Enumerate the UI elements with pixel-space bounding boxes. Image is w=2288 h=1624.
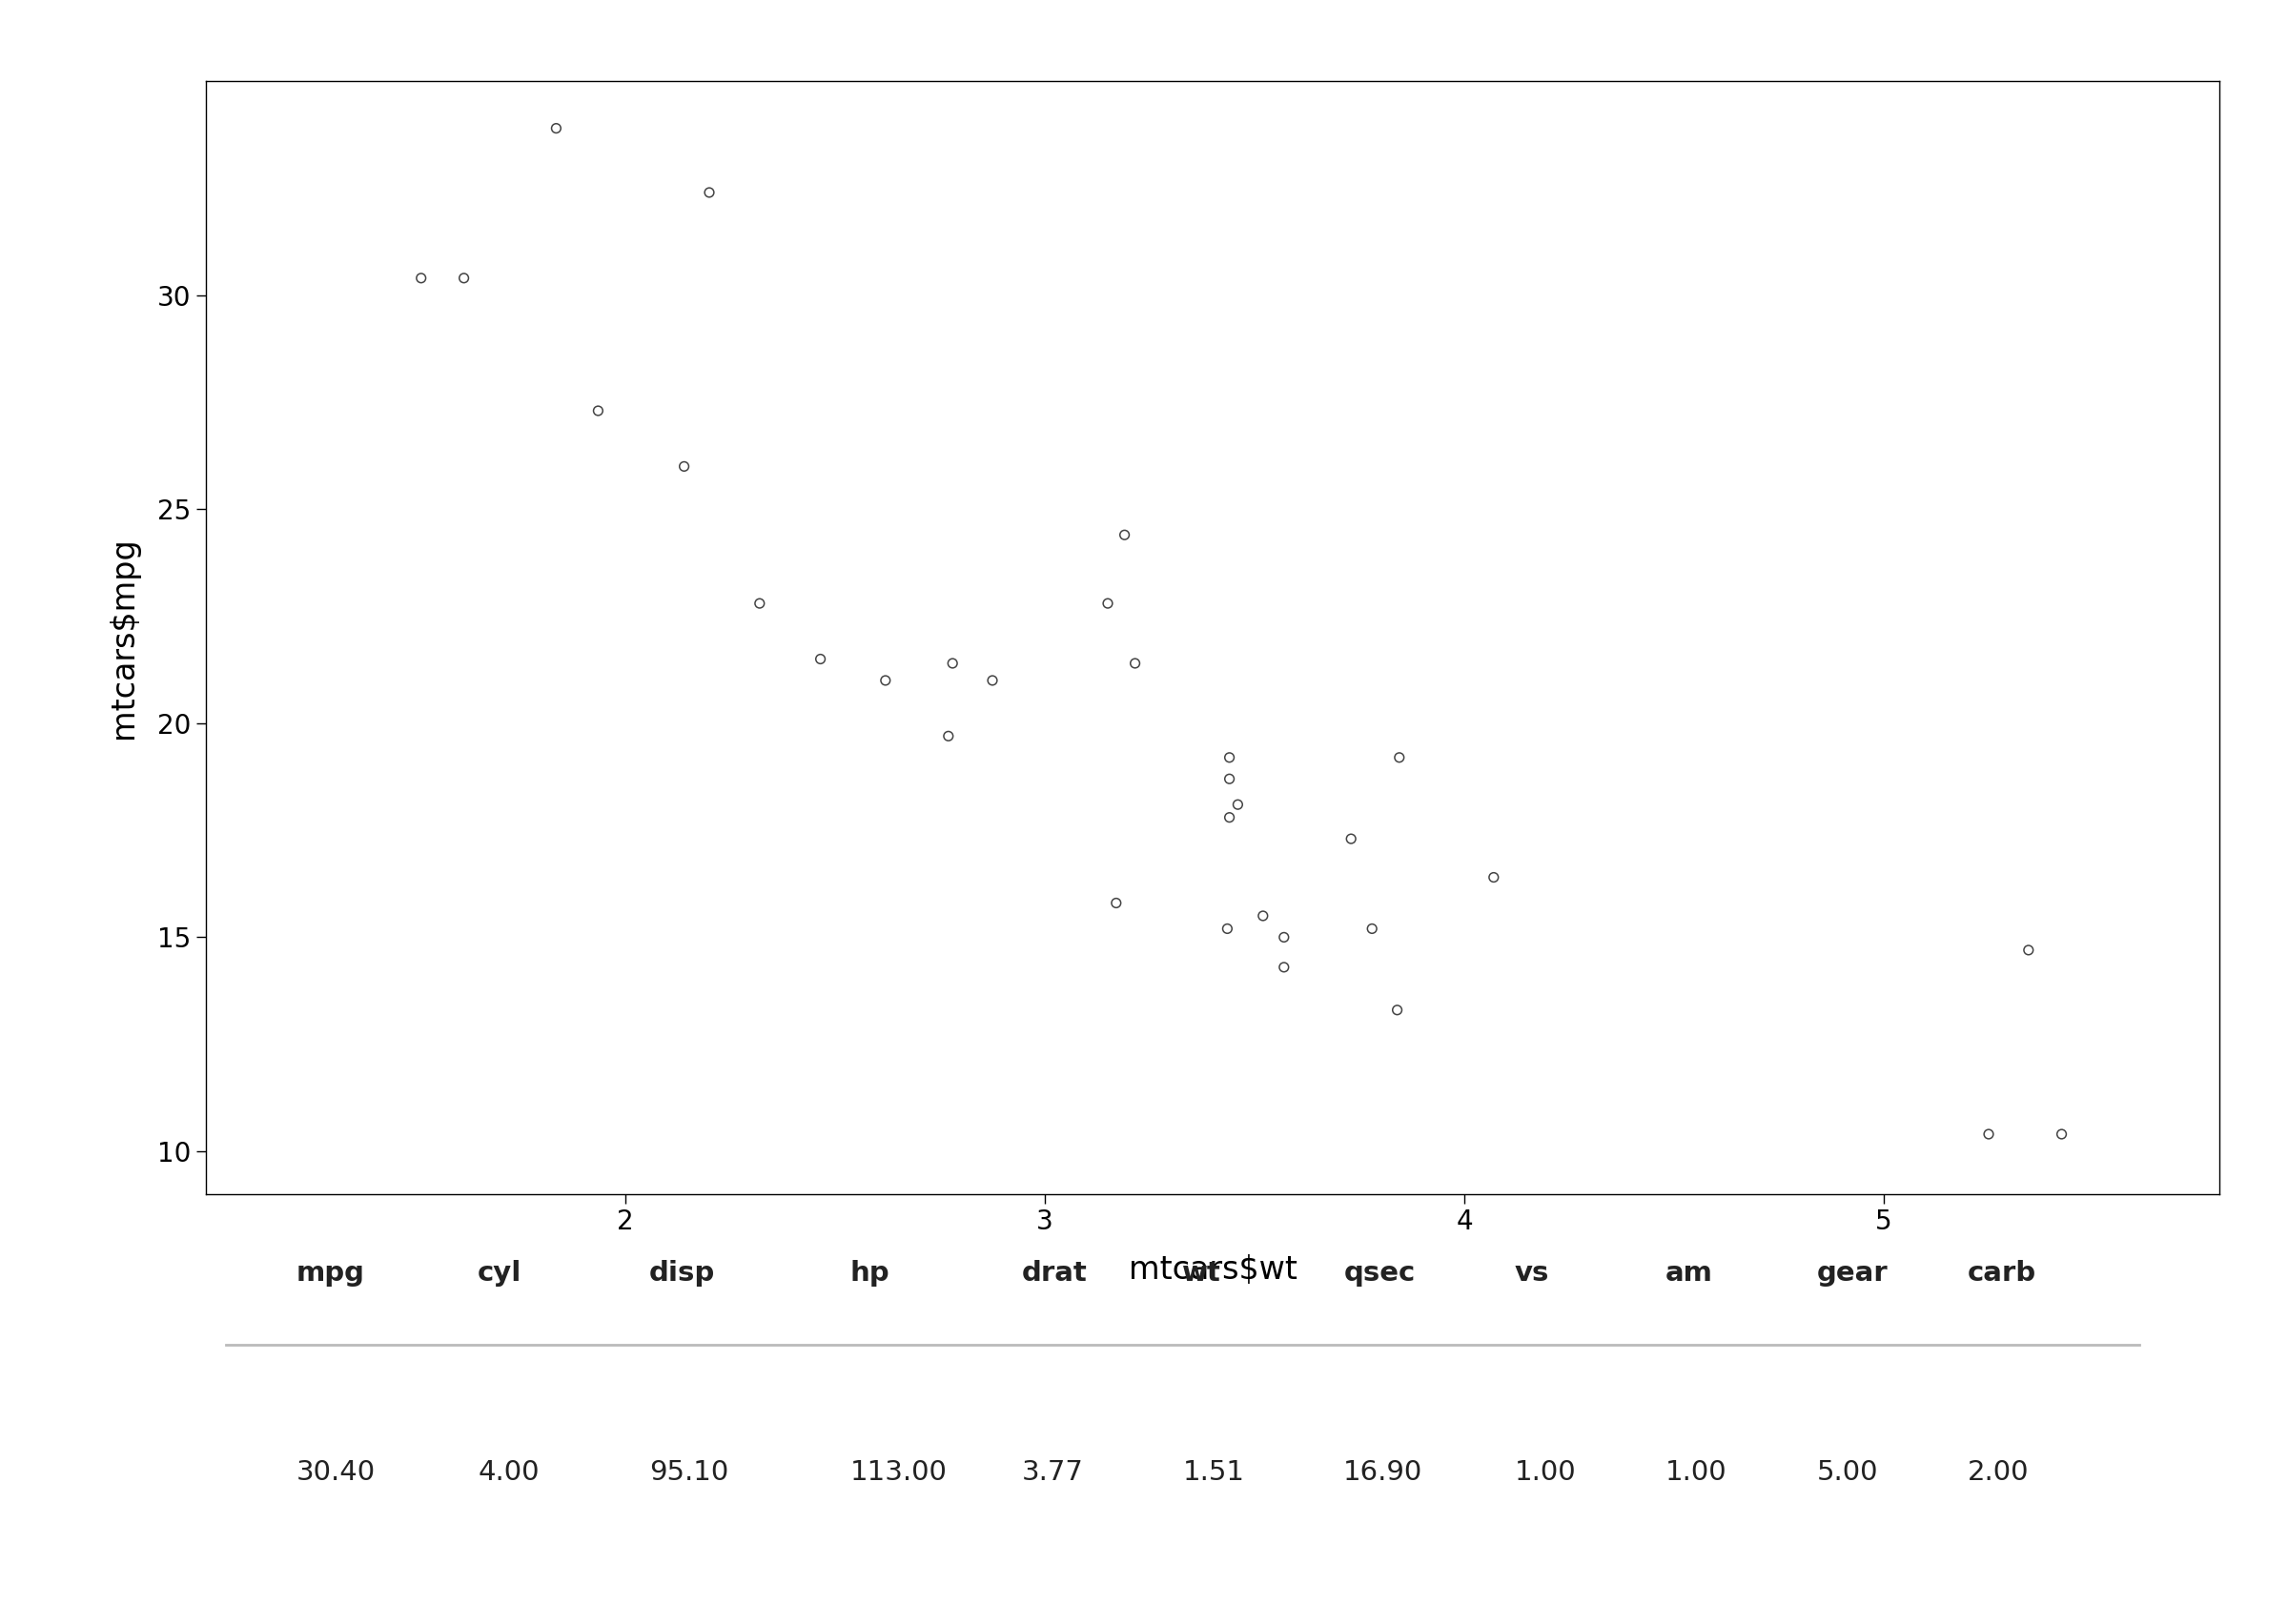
Point (446, 265, 483, 291)
Text: 95.10: 95.10 (650, 1458, 728, 1486)
Point (666, 453, 702, 479)
Point (1970, 1121, 2007, 1147)
Point (1208, 916, 1245, 942)
Text: 1.00: 1.00 (1666, 1458, 1727, 1486)
Point (741, 591, 778, 617)
Point (1332, 827, 1368, 853)
Point (1210, 744, 1247, 770)
Point (803, 646, 840, 672)
Point (1354, 916, 1391, 942)
Text: 2.00: 2.00 (1968, 1458, 2029, 1486)
Text: 4.00: 4.00 (478, 1458, 540, 1486)
Point (1382, 744, 1419, 770)
Point (1245, 903, 1281, 929)
Point (403, 265, 439, 291)
Text: 30.40: 30.40 (297, 1458, 375, 1486)
Text: 16.90: 16.90 (1343, 1458, 1423, 1486)
Point (2011, 937, 2048, 963)
Point (1210, 804, 1247, 830)
Point (975, 667, 1011, 693)
Point (691, 180, 728, 206)
Text: mpg: mpg (297, 1260, 366, 1286)
Text: gear: gear (1817, 1260, 1888, 1286)
Text: 1.00: 1.00 (1515, 1458, 1576, 1486)
Point (1265, 924, 1302, 950)
Point (579, 398, 615, 424)
Point (538, 115, 574, 141)
Text: am: am (1666, 1260, 1714, 1286)
Y-axis label: mtcars$mpg: mtcars$mpg (108, 536, 140, 739)
Point (929, 723, 968, 749)
Point (867, 667, 904, 693)
Text: 113.00: 113.00 (851, 1458, 947, 1486)
Text: wt: wt (1183, 1260, 1222, 1286)
Point (1089, 591, 1126, 617)
Point (1380, 997, 1416, 1023)
Text: 3.77: 3.77 (1020, 1458, 1082, 1486)
Text: 5.00: 5.00 (1817, 1458, 1878, 1486)
Point (1265, 955, 1302, 981)
X-axis label: mtcars$wt: mtcars$wt (1128, 1254, 1297, 1285)
Text: hp: hp (851, 1260, 890, 1286)
Text: drat: drat (1020, 1260, 1087, 1286)
Text: cyl: cyl (478, 1260, 522, 1286)
Point (2043, 1121, 2080, 1147)
Point (1117, 650, 1153, 676)
Text: vs: vs (1515, 1260, 1549, 1286)
Text: disp: disp (650, 1260, 714, 1286)
Point (1220, 791, 1256, 817)
Text: carb: carb (1968, 1260, 2036, 1286)
Point (1476, 864, 1512, 890)
Text: 1.51: 1.51 (1183, 1458, 1245, 1486)
Point (934, 650, 970, 676)
Text: qsec: qsec (1343, 1260, 1416, 1286)
Point (1107, 521, 1144, 547)
Point (1098, 890, 1135, 916)
Point (1210, 767, 1247, 793)
